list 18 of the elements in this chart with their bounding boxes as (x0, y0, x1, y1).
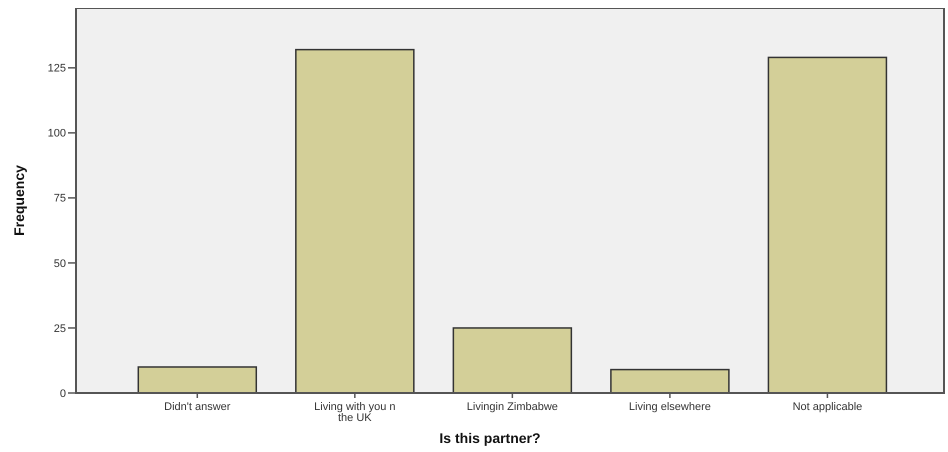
y-tick-label: 25 (54, 322, 66, 335)
x-axis-title: Is this partner? (439, 430, 541, 446)
x-tick-label: Didn't answer (164, 401, 231, 413)
x-tick-label: Not applicable (792, 401, 862, 413)
y-axis-title: Frequency (11, 164, 27, 236)
bar (452, 327, 572, 394)
y-tick-label: 125 (48, 62, 66, 75)
x-tick-label: Living with you n the UK (314, 401, 396, 424)
y-tick-label: 100 (48, 128, 66, 140)
bar (610, 368, 730, 394)
x-tick-label: Livingin Zimbabwe (466, 401, 558, 413)
bar (138, 366, 258, 394)
bar (295, 48, 415, 394)
y-tick-label: 50 (54, 258, 66, 270)
y-tick-label: 75 (54, 192, 66, 205)
y-tick-label: 0 (60, 388, 66, 400)
bar (768, 56, 888, 394)
x-tick-label: Living elsewhere (628, 401, 711, 413)
